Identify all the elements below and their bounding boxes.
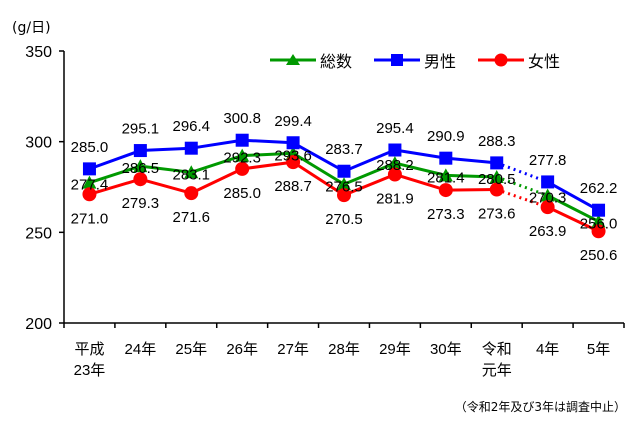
- square-marker-icon: [286, 136, 300, 150]
- y-tick-label: 250: [25, 225, 52, 242]
- data-label: 271.0: [71, 210, 109, 227]
- data-label: 293.6: [274, 147, 312, 164]
- square-marker-icon: [337, 164, 351, 178]
- square-marker-icon: [184, 141, 198, 155]
- triangle-marker-icon: [591, 214, 606, 228]
- data-label: 270.5: [325, 211, 363, 228]
- square-marker-icon: [133, 144, 147, 158]
- x-tick-label: 24年: [125, 341, 157, 358]
- triangle-marker-icon: [387, 156, 402, 170]
- circle-marker-icon: [438, 183, 453, 198]
- triangle-marker-icon: [337, 177, 351, 191]
- data-label: 283.1: [172, 166, 210, 183]
- circle-marker-icon: [591, 224, 606, 239]
- x-tick-label: 平成: [74, 341, 104, 358]
- triangle-marker-icon: [133, 159, 148, 173]
- square-marker-icon: [541, 175, 555, 189]
- data-label: 283.7: [325, 141, 363, 158]
- x-tick-label: 28年: [328, 341, 360, 358]
- triangle-marker-icon: [438, 168, 453, 182]
- y-tick-label: 200: [25, 316, 52, 333]
- data-label: 262.2: [580, 180, 618, 197]
- data-label: 295.1: [122, 121, 160, 138]
- circle-marker-icon: [133, 172, 148, 187]
- data-label: 288.3: [478, 133, 516, 150]
- chart-legend: 総数 男性 女性: [270, 48, 560, 72]
- x-tick-label: 4年: [536, 341, 559, 358]
- x-tick-label: 23年: [74, 362, 106, 379]
- data-label: 295.4: [376, 120, 414, 137]
- circle-marker-icon: [235, 161, 250, 176]
- data-label: 256.0: [580, 215, 618, 232]
- legend-label-male: 男性: [424, 52, 457, 71]
- x-tick-label: 令和: [482, 341, 512, 358]
- legend-item-male: 男性: [374, 48, 456, 72]
- circle-marker-icon: [478, 53, 525, 67]
- data-label: 263.9: [529, 223, 567, 240]
- x-tick-label: 元年: [482, 362, 512, 379]
- data-label: 279.3: [122, 195, 160, 212]
- data-label: 270.3: [529, 190, 567, 207]
- x-tick-label: 27年: [277, 341, 309, 358]
- triangle-marker-icon: [540, 188, 555, 202]
- circle-marker-icon: [184, 186, 199, 201]
- data-label: 285.0: [223, 185, 261, 202]
- triangle-marker-icon: [235, 148, 250, 162]
- data-label: 296.4: [172, 118, 210, 135]
- square-marker-icon: [592, 203, 606, 217]
- circle-marker-icon: [489, 182, 504, 197]
- legend-label-female: 女性: [528, 52, 561, 71]
- x-tick-label: 5年: [587, 341, 610, 358]
- data-label: 288.2: [376, 157, 414, 174]
- square-marker-icon: [490, 156, 504, 170]
- circle-marker-icon: [540, 200, 555, 215]
- triangle-marker-icon: [184, 165, 199, 179]
- data-label: 277.8: [529, 152, 567, 169]
- square-marker-icon: [235, 133, 249, 147]
- data-label: 288.7: [274, 178, 312, 195]
- legend-item-female: 女性: [478, 48, 560, 72]
- data-label: 277.4: [71, 177, 109, 194]
- data-label: 285.0: [71, 139, 109, 156]
- data-label: 276.5: [325, 178, 363, 195]
- triangle-marker-icon: [270, 54, 316, 65]
- x-tick-label: 30年: [430, 341, 462, 358]
- data-label: 286.5: [122, 160, 160, 177]
- y-axis-unit-label: (g/日): [12, 20, 51, 36]
- x-tick-label: 29年: [379, 341, 411, 358]
- data-label: 290.9: [427, 128, 465, 145]
- triangle-marker-icon: [286, 146, 301, 160]
- triangle-marker-icon: [82, 175, 97, 189]
- triangle-marker-icon: [489, 170, 504, 184]
- legend-item-total: 総数: [270, 48, 352, 72]
- square-marker-icon: [82, 162, 96, 176]
- square-marker-icon: [439, 151, 453, 165]
- footnote: （令和2年及び3年は調査中止）: [454, 400, 626, 414]
- circle-marker-icon: [337, 188, 351, 203]
- data-label: 299.4: [274, 113, 312, 130]
- circle-marker-icon: [82, 187, 97, 202]
- square-marker-icon: [374, 54, 421, 66]
- circle-marker-icon: [387, 167, 402, 182]
- x-tick-label: 26年: [226, 341, 258, 358]
- legend-label-total: 総数: [320, 52, 353, 71]
- data-label: 281.9: [376, 190, 414, 207]
- data-label: 280.5: [478, 171, 516, 188]
- circle-marker-icon: [286, 155, 301, 170]
- data-label: 281.4: [427, 169, 465, 186]
- data-label: 300.8: [223, 110, 261, 127]
- data-label: 271.6: [172, 209, 210, 226]
- data-label: 292.3: [223, 150, 261, 167]
- y-tick-label: 300: [25, 135, 52, 152]
- y-tick-label: 350: [25, 44, 52, 61]
- data-label: 273.3: [427, 206, 465, 223]
- data-label: 273.6: [478, 206, 516, 223]
- x-tick-label: 25年: [175, 341, 207, 358]
- square-marker-icon: [388, 143, 402, 157]
- data-label: 250.6: [580, 247, 618, 264]
